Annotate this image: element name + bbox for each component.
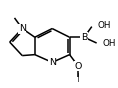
Text: O: O <box>75 62 82 71</box>
Text: OH: OH <box>98 21 111 30</box>
Text: OH: OH <box>102 39 116 48</box>
Text: N: N <box>49 58 56 67</box>
Text: |: | <box>77 73 80 82</box>
Text: B: B <box>81 33 87 42</box>
Text: N: N <box>19 24 26 33</box>
